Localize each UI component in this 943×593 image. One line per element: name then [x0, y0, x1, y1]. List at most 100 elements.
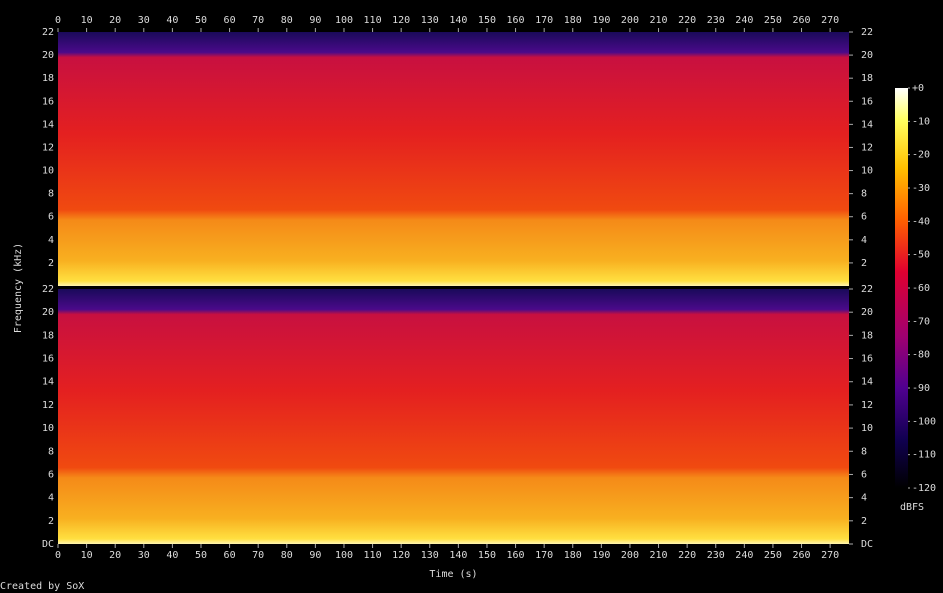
y-tick-label: 4: [48, 235, 54, 246]
x-tick-label: 10: [81, 15, 93, 26]
x-tick-label: 60: [224, 550, 236, 561]
spectrogram-panel: [58, 32, 849, 286]
x-tick-label: 150: [478, 15, 496, 26]
y-tick-label-right: 6: [861, 469, 867, 480]
x-tick-label: 220: [678, 15, 696, 26]
x-tick-label: 110: [364, 550, 382, 561]
x-tick-label: 40: [166, 15, 178, 26]
y-tick-label-right: 20: [861, 50, 873, 61]
y-tick-label-right: 12: [861, 142, 873, 153]
x-tick-label: 270: [821, 550, 839, 561]
x-tick-label: 100: [335, 550, 353, 561]
y-tick-label-right: 10: [861, 166, 873, 177]
x-tick-label: 270: [821, 15, 839, 26]
x-tick-label: 150: [478, 550, 496, 561]
y-tick-label: 10: [42, 423, 54, 434]
x-tick-label: 180: [564, 15, 582, 26]
y-tick-label-right: 6: [861, 212, 867, 223]
x-tick-label: 170: [535, 15, 553, 26]
y-tick-label: 2: [48, 258, 54, 269]
x-tick-label: 110: [364, 15, 382, 26]
x-tick-label: 190: [592, 550, 610, 561]
y-tick-label: 20: [42, 307, 54, 318]
x-tick-label: 140: [449, 15, 467, 26]
x-tick-label: 120: [392, 15, 410, 26]
x-tick-label: 200: [621, 550, 639, 561]
y-tick-label: DC: [42, 539, 54, 550]
x-tick-label: 240: [735, 550, 753, 561]
colorbar-tick-label: -60: [912, 283, 930, 294]
y-tick-label-right: 20: [861, 307, 873, 318]
x-tick-label: 240: [735, 15, 753, 26]
colorbar-tick-label: -30: [912, 183, 930, 194]
x-tick-label: 80: [281, 15, 293, 26]
colorbar-tick-label: -80: [912, 350, 930, 361]
x-tick-label: 120: [392, 550, 410, 561]
x-tick-label: 200: [621, 15, 639, 26]
x-tick-label: 260: [792, 550, 810, 561]
x-tick-label: 60: [224, 15, 236, 26]
y-tick-label: 20: [42, 50, 54, 61]
x-tick-label: 30: [138, 550, 150, 561]
x-tick-label: 160: [507, 15, 525, 26]
x-tick-label: 20: [109, 550, 121, 561]
spectrogram-panel: [58, 289, 849, 544]
y-tick-label: 18: [42, 330, 54, 341]
colorbar-tick-label: +0: [912, 83, 924, 94]
x-tick-label: 250: [764, 550, 782, 561]
y-tick-label-right: 16: [861, 354, 873, 365]
x-tick-label: 0: [55, 550, 61, 561]
y-tick-label-right: 10: [861, 423, 873, 434]
x-tick-label: 210: [650, 550, 668, 561]
y-axis-label: Frequency (kHz): [13, 243, 24, 333]
y-tick-label-right: 22: [861, 284, 873, 295]
y-tick-label: 12: [42, 142, 54, 153]
colorbar-tick-label: -20: [912, 150, 930, 161]
colorbar-tick-label: -50: [912, 250, 930, 261]
x-tick-label: 130: [421, 15, 439, 26]
y-tick-label: 6: [48, 469, 54, 480]
y-tick-label: 14: [42, 377, 54, 388]
y-tick-label-right: 2: [861, 516, 867, 527]
colorbar: [895, 88, 908, 488]
y-tick-label-right: 4: [861, 235, 867, 246]
x-tick-label: 90: [309, 15, 321, 26]
y-tick-label-right: 14: [861, 119, 873, 130]
x-tick-label: 100: [335, 15, 353, 26]
x-tick-label: 90: [309, 550, 321, 561]
x-tick-label: 260: [792, 15, 810, 26]
x-tick-label: 30: [138, 15, 150, 26]
y-tick-label: 18: [42, 73, 54, 84]
x-tick-label: 140: [449, 550, 467, 561]
x-tick-label: 220: [678, 550, 696, 561]
y-tick-label-right: 16: [861, 96, 873, 107]
x-tick-label: 80: [281, 550, 293, 561]
x-tick-label: 230: [707, 15, 725, 26]
y-tick-label: 12: [42, 400, 54, 411]
x-tick-label: 40: [166, 550, 178, 561]
x-tick-label: 50: [195, 15, 207, 26]
y-tick-label-right: 12: [861, 400, 873, 411]
y-tick-label: 14: [42, 119, 54, 130]
y-tick-label-right: 4: [861, 493, 867, 504]
x-tick-label: 210: [650, 15, 668, 26]
x-tick-label: 50: [195, 550, 207, 561]
colorbar-tick-label: -110: [912, 450, 936, 461]
colorbar-tick-label: -40: [912, 216, 930, 227]
y-tick-label: 8: [48, 189, 54, 200]
x-tick-label: 0: [55, 15, 61, 26]
y-tick-label-right: 2: [861, 258, 867, 269]
colorbar-tick-label: -70: [912, 316, 930, 327]
y-tick-label-right: 22: [861, 27, 873, 38]
x-tick-label: 70: [252, 550, 264, 561]
x-tick-label: 230: [707, 550, 725, 561]
colorbar-label: dBFS: [900, 502, 924, 513]
y-tick-label-right: DC: [861, 539, 873, 550]
y-tick-label-right: 8: [861, 446, 867, 457]
x-tick-label: 160: [507, 550, 525, 561]
x-tick-label: 10: [81, 550, 93, 561]
y-tick-label: 22: [42, 27, 54, 38]
colorbar-tick-label: -100: [912, 416, 936, 427]
colorbar-tick-label: -90: [912, 383, 930, 394]
